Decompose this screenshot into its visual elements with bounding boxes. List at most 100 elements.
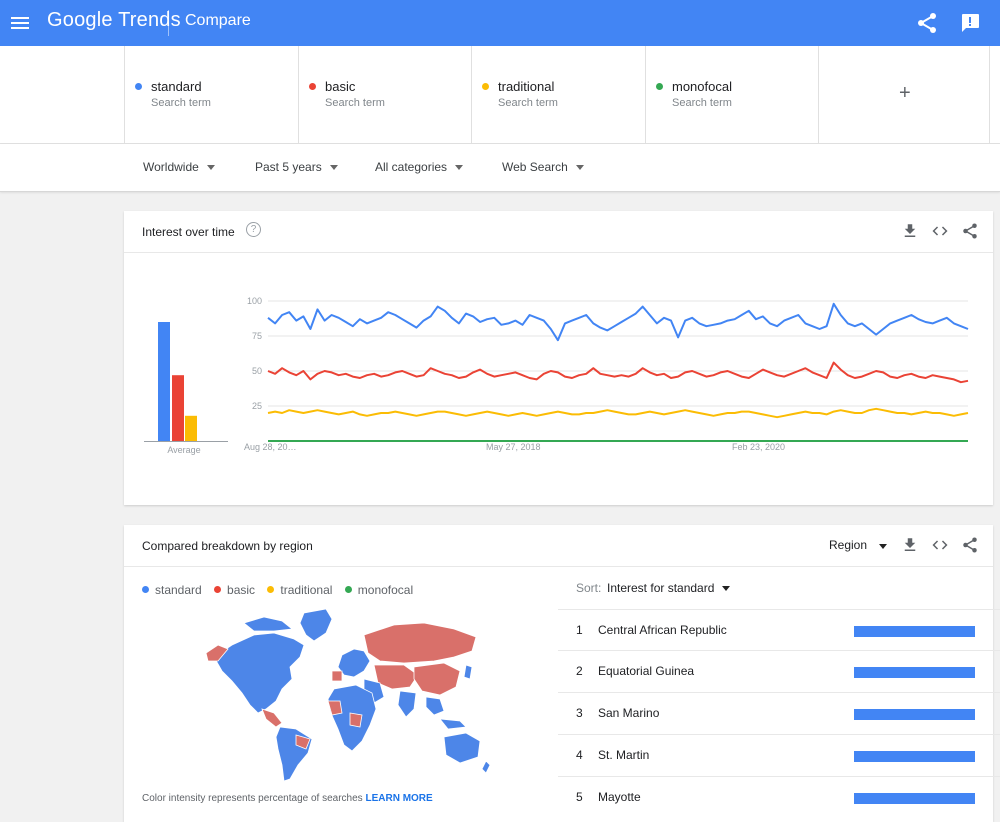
search-term-subtitle: Search term	[672, 97, 732, 109]
legend-item-basic: basic	[214, 583, 255, 597]
region-name: San Marino	[598, 706, 660, 720]
region-row[interactable]: 5 Mayotte	[558, 777, 1000, 819]
search-term-subtitle: Search term	[151, 97, 211, 109]
search-type-filter[interactable]: Web Search	[502, 160, 584, 174]
region-value-bar	[854, 626, 975, 637]
legend-item-monofocal: monofocal	[344, 583, 414, 597]
series-color-dot	[142, 586, 149, 594]
map-region-africa-west	[327, 700, 343, 716]
map-footnote: Color intensity represents percentage of…	[142, 793, 433, 804]
search-term-subtitle: Search term	[325, 97, 385, 109]
interest-line-chart[interactable]: 100 75 50 25 Average Aug 28, 20… May 27, 2018 F…	[124, 253, 993, 505]
y-tick-label: 100	[247, 296, 262, 306]
add-comparison-button[interactable]: +	[818, 46, 990, 143]
search-term-basic[interactable]: basic Search term	[298, 46, 472, 143]
share-icon[interactable]	[961, 536, 979, 554]
search-term-traditional[interactable]: traditional Search term	[471, 46, 645, 143]
learn-more-link[interactable]: LEARN MORE	[365, 793, 433, 804]
legend-label: standard	[155, 583, 202, 597]
legend-label: monofocal	[357, 583, 414, 597]
time-filter[interactable]: Past 5 years	[255, 160, 338, 174]
embed-icon[interactable]	[931, 222, 949, 240]
map-region-japan	[463, 664, 473, 680]
help-icon[interactable]: ?	[246, 222, 261, 237]
average-bar-basic	[172, 375, 184, 441]
region-rank: 2	[576, 664, 583, 678]
region-name: Mayotte	[598, 790, 641, 804]
average-bar-standard	[158, 322, 170, 441]
location-filter[interactable]: Worldwide	[143, 160, 215, 174]
legend-label: traditional	[280, 583, 333, 597]
map-region-russia	[363, 622, 477, 664]
time-filter-label: Past 5 years	[255, 160, 322, 174]
series-color-dot	[482, 83, 489, 90]
region-name: Equatorial Guinea	[598, 664, 695, 678]
x-tick-label: Aug 28, 20…	[244, 442, 297, 452]
world-map[interactable]	[204, 605, 494, 785]
map-region-africa-central	[349, 712, 363, 728]
map-region-central-america	[261, 708, 283, 728]
share-icon[interactable]	[961, 222, 979, 240]
menu-icon[interactable]	[8, 11, 32, 35]
chevron-down-icon	[329, 165, 338, 171]
download-icon[interactable]	[901, 536, 919, 554]
region-rank: 4	[576, 748, 583, 762]
region-rank: 3	[576, 706, 583, 720]
y-tick-label: 50	[252, 366, 262, 376]
feedback-icon[interactable]	[958, 11, 982, 35]
map-region-new-zealand	[481, 760, 491, 774]
chevron-down-icon	[206, 165, 215, 171]
chevron-down-icon[interactable]	[722, 586, 730, 591]
region-row[interactable]: 1 Central African Republic	[558, 609, 1000, 651]
embed-icon[interactable]	[931, 536, 949, 554]
region-rank: 5	[576, 790, 583, 804]
map-region-indonesia	[439, 718, 467, 730]
card-header: Compared breakdown by region Region	[124, 525, 993, 567]
y-tick-label: 25	[252, 401, 262, 411]
category-filter[interactable]: All categories	[375, 160, 464, 174]
search-term-standard[interactable]: standard Search term	[124, 46, 298, 143]
search-term-label: monofocal	[672, 79, 732, 94]
download-icon[interactable]	[901, 222, 919, 240]
search-term-subtitle: Search term	[498, 97, 558, 109]
series-color-dot	[344, 586, 352, 594]
region-row[interactable]: 4 St. Martin	[558, 735, 1000, 777]
google-trends-logo[interactable]: Google Trends	[47, 9, 181, 31]
region-value-bar	[854, 709, 975, 720]
series-line-basic	[267, 361, 969, 384]
search-term-monofocal[interactable]: monofocal Search term	[645, 46, 819, 143]
breakdown-by-region-card: Compared breakdown by region Region stan…	[124, 525, 1000, 822]
map-region-europe	[337, 648, 371, 678]
series-color-dot	[214, 586, 222, 594]
region-value-bar	[854, 793, 975, 804]
region-name: Central African Republic	[598, 623, 727, 637]
x-tick-label: May 27, 2018	[486, 442, 541, 452]
map-region-iberia	[331, 670, 343, 682]
search-type-filter-label: Web Search	[502, 160, 568, 174]
region-select[interactable]: Region	[829, 538, 868, 552]
card-title: Compared breakdown by region	[142, 539, 313, 553]
map-region-china	[413, 662, 461, 696]
region-name: St. Martin	[598, 748, 650, 762]
category-filter-label: All categories	[375, 160, 448, 174]
map-region-south-america	[275, 726, 313, 782]
sort-select[interactable]: Interest for standard	[607, 581, 715, 595]
search-term-label: basic	[325, 79, 356, 94]
map-legend: standard basic traditional monofocal	[142, 583, 422, 597]
footnote-text: Color intensity represents percentage of…	[142, 793, 363, 804]
card-title: Interest over time	[142, 225, 235, 239]
region-rank: 1	[576, 623, 583, 637]
share-icon[interactable]	[915, 11, 939, 35]
region-value-bar	[854, 751, 975, 762]
interest-over-time-card: Interest over time ? 100 75 50 25 Average Aug…	[124, 211, 993, 505]
chevron-down-icon	[575, 165, 584, 171]
search-term-label: standard	[151, 79, 202, 94]
map-region-canada-north	[243, 616, 294, 632]
region-row[interactable]: 3 San Marino	[558, 693, 1000, 735]
legend-label: basic	[227, 583, 256, 597]
legend-item-standard: standard	[142, 583, 202, 597]
search-terms-bar: standard Search term basic Search term t…	[0, 46, 1000, 144]
region-row[interactable]: 2 Equatorial Guinea	[558, 651, 1000, 693]
chevron-down-icon[interactable]	[879, 544, 887, 549]
plus-icon: +	[899, 82, 911, 104]
